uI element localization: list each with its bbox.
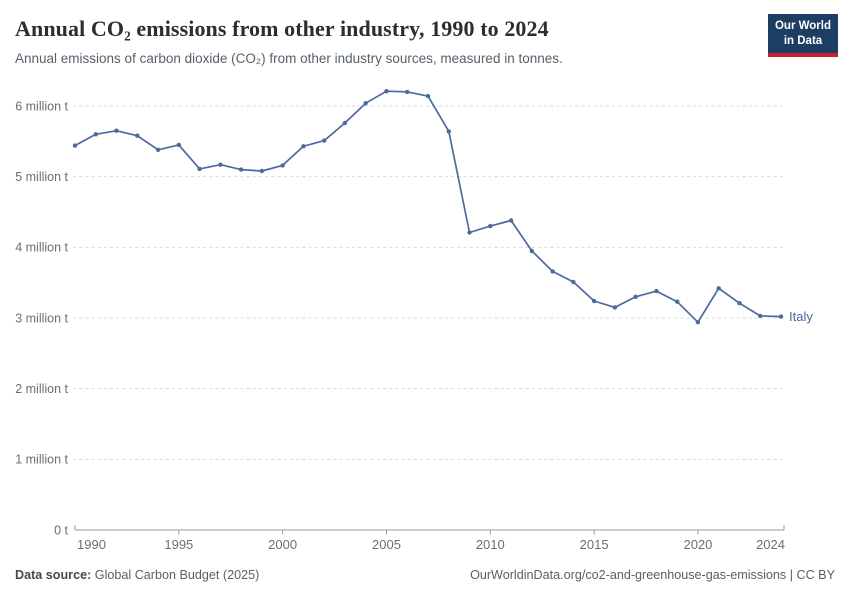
data-source-value[interactable]: Global Carbon Budget (2025) <box>94 568 260 582</box>
owid-logo-line1: Our World <box>774 20 831 32</box>
data-source-label: Data source: <box>15 568 92 582</box>
data-point-1998 <box>238 167 244 172</box>
owid-logo: Our World in Data <box>768 14 838 58</box>
data-point-1995 <box>176 142 181 148</box>
x-axis-tick-label: 2020 <box>683 537 712 552</box>
data-point-2010 <box>488 223 493 229</box>
data-point-2021 <box>716 286 721 291</box>
data-point-2009 <box>467 230 472 235</box>
series-label-italy[interactable]: Italy <box>789 309 813 324</box>
data-point-2020 <box>695 320 701 325</box>
y-axis-tick-label: 4 million t <box>15 241 68 255</box>
y-axis-tick-label: 6 million t <box>15 99 68 113</box>
data-point-2004 <box>363 101 368 106</box>
data-point-1997 <box>218 162 223 167</box>
chart-footer: Data source: Global Carbon Budget (2025)… <box>15 568 835 582</box>
y-axis-tick-label: 1 million t <box>15 453 68 467</box>
data-point-2018 <box>654 288 659 294</box>
data-point-2023 <box>758 313 763 319</box>
data-point-2001 <box>301 144 306 149</box>
data-point-1996 <box>197 166 202 172</box>
italy-line <box>74 90 782 324</box>
data-point-1991 <box>93 132 99 137</box>
y-axis-tick-label: 5 million t <box>15 170 68 184</box>
data-point-1990 <box>72 143 78 148</box>
owid-logo-line2: in Data <box>783 35 823 48</box>
y-axis-tick-label: 3 million t <box>15 311 68 325</box>
data-point-2017 <box>633 294 638 299</box>
data-point-2015 <box>591 298 597 304</box>
x-axis-tick-label: 2000 <box>268 537 297 552</box>
data-source: Data source: Global Carbon Budget (2025) <box>15 568 259 582</box>
data-point-2003 <box>342 120 348 126</box>
data-point-2006 <box>405 89 410 95</box>
data-point-2002 <box>322 138 327 143</box>
data-point-1994 <box>155 147 161 152</box>
data-point-2014 <box>571 279 576 285</box>
data-point-2000 <box>280 163 285 168</box>
data-point-2013 <box>550 269 555 274</box>
x-axis-tick-label: 2010 <box>476 537 505 552</box>
x-axis-tick-label: 2005 <box>372 537 401 552</box>
data-point-2005 <box>384 89 389 94</box>
chart-subtitle: Annual emissions of carbon dioxide (CO₂)… <box>15 51 563 66</box>
data-point-2022 <box>737 301 742 306</box>
x-axis-tick-label: 2015 <box>580 537 609 552</box>
x-axis-tick-label: 2024 <box>756 537 785 552</box>
credit-link[interactable]: OurWorldinData.org/co2-and-greenhouse-ga… <box>470 568 835 582</box>
data-point-2012 <box>529 248 534 254</box>
y-axis-tick-label: 2 million t <box>15 382 68 396</box>
x-axis-tick-label: 1995 <box>164 537 193 552</box>
data-point-2019 <box>675 299 680 304</box>
y-axis-tick-label: 0 t <box>54 523 68 537</box>
data-point-2024 <box>778 314 784 319</box>
data-point-1993 <box>135 133 140 138</box>
page-title: Annual CO₂ emissions from other industry… <box>15 16 549 41</box>
data-point-2008 <box>446 129 451 134</box>
x-axis-tick-label: 1990 <box>77 537 106 552</box>
data-point-2007 <box>425 93 431 99</box>
data-point-2011 <box>508 218 514 223</box>
data-point-1992 <box>114 128 119 133</box>
data-point-1999 <box>259 168 265 174</box>
data-point-2016 <box>612 305 618 310</box>
